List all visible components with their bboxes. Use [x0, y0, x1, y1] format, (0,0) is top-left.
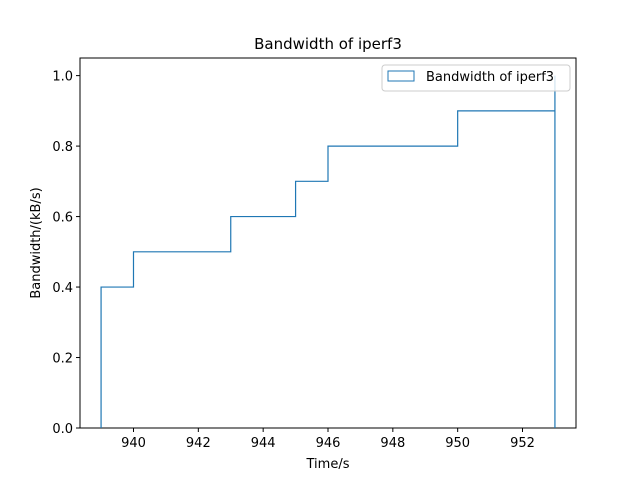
- series-layer: [100, 75, 556, 428]
- y-tick-label: 0.6: [52, 211, 73, 226]
- x-tick-label: 942: [186, 436, 211, 451]
- legend-label: Bandwidth of iperf3: [426, 70, 554, 85]
- x-axis-label: Time/s: [306, 457, 350, 472]
- x-tick-label: 940: [121, 436, 146, 451]
- y-axis-ticks: 0.0 0.2 0.4 0.6 0.8 1.0: [52, 70, 80, 437]
- y-tick-label: 0.4: [52, 281, 73, 296]
- y-tick-label: 0.0: [52, 422, 73, 437]
- x-tick-label: 952: [510, 436, 535, 451]
- x-tick-label: 944: [251, 436, 276, 451]
- x-axis-ticks: 940 942 944 946 948 950 952: [121, 428, 535, 451]
- x-tick-label: 950: [445, 436, 470, 451]
- y-tick-label: 1.0: [52, 70, 73, 85]
- series-step-line: [100, 75, 556, 428]
- x-tick-label: 946: [316, 436, 341, 451]
- y-tick-label: 0.2: [52, 352, 73, 367]
- chart-title: Bandwidth of iperf3: [254, 35, 402, 53]
- plot-area: [79, 57, 577, 429]
- y-axis-label: Bandwidth/(kB/s): [29, 187, 44, 298]
- legend-frame: [381, 64, 571, 92]
- plot-frame: [79, 57, 577, 429]
- legend: Bandwidth of iperf3: [381, 64, 571, 92]
- x-tick-label: 948: [380, 436, 405, 451]
- legend-swatch: [387, 70, 415, 82]
- y-tick-label: 0.8: [52, 140, 73, 155]
